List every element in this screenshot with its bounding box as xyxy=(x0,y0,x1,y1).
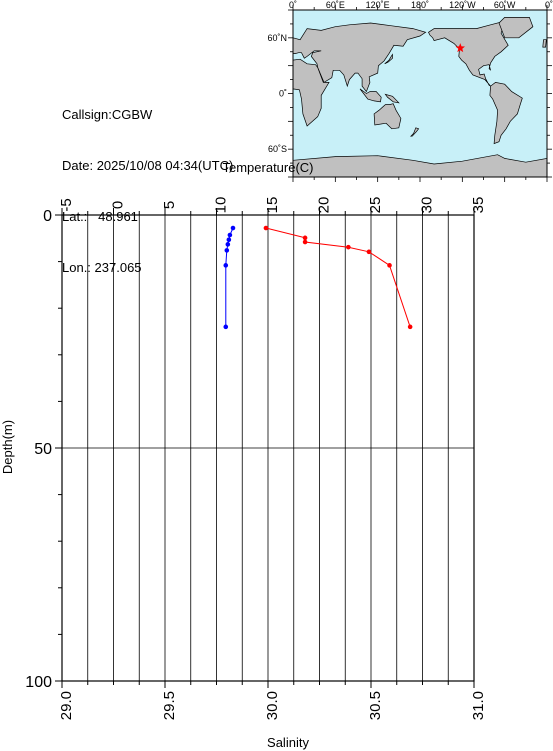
lon-line: Lon.: 237.065 xyxy=(62,259,233,276)
temperature-data-point xyxy=(227,232,233,238)
salinity-data-point xyxy=(263,225,269,231)
temperature-tick-label: 35 xyxy=(470,197,487,214)
profile-chart: -5 0 5 10 15 20 25 30 35 Temperature(C) 29.0 29.5 30… xyxy=(0,160,487,750)
date-line: Date: 2025/10/08 04:34(UTC) xyxy=(62,157,233,174)
salinity-data-point xyxy=(302,239,308,245)
map-lat-label: 60˚S xyxy=(268,144,287,154)
temperature-tick-label: 30 xyxy=(418,197,435,214)
map-lat-label: 60˚N xyxy=(267,33,287,43)
map-land-new-zealand xyxy=(409,127,420,137)
map-land-japan xyxy=(384,53,393,65)
lat-line: Lat.: 48.961 xyxy=(62,208,233,225)
temperature-tick-label: 25 xyxy=(367,197,384,214)
map-land-europe-asia xyxy=(292,22,427,93)
temperature-tick-label: 20 xyxy=(315,197,332,214)
salinity-tick-label: 30.5 xyxy=(367,691,384,720)
depth-tick-label: 50 xyxy=(34,441,52,458)
depth-tick-label: 0 xyxy=(43,208,52,225)
map-lat-label: 0˚ xyxy=(279,89,287,99)
salinity-tick-label: 29.0 xyxy=(58,691,75,720)
date-label: Date: xyxy=(62,158,94,173)
callsign-line: Callsign:CGBW xyxy=(62,106,233,123)
salinity-data-point xyxy=(407,324,413,330)
temperature-data-point xyxy=(223,263,229,268)
station-info: Callsign:CGBW Date: 2025/10/08 04:34(UTC… xyxy=(62,72,233,293)
salinity-data-point xyxy=(302,235,308,241)
temperature-tick-label: -5 xyxy=(58,198,75,211)
map-land-indonesia xyxy=(359,88,382,103)
depth-tick-label: 100 xyxy=(25,674,52,691)
temperature-tick-label: 15 xyxy=(264,197,281,214)
lat-label: Lat.: xyxy=(62,209,88,224)
lon-value: 237.065 xyxy=(94,260,142,275)
temperature-data-point xyxy=(223,324,229,330)
salinity-data-point xyxy=(366,249,372,255)
map-lon-label: 60˚E xyxy=(326,0,345,10)
map-lon-label: 180˚ xyxy=(411,0,429,10)
temperature-data-point xyxy=(230,225,236,231)
map-land-greenland xyxy=(498,17,534,39)
temperature-data-point xyxy=(224,248,230,253)
salinity-tick-label: 30.0 xyxy=(264,691,281,720)
map-land-south-america xyxy=(489,82,523,145)
temperature-data-point xyxy=(226,237,232,242)
callsign-value: CGBW xyxy=(111,107,153,122)
map-lon-label: 120˚W xyxy=(449,0,476,10)
map-lon-label: 0˚ xyxy=(289,0,297,10)
callsign-label: Callsign: xyxy=(62,107,112,122)
temperature-tick-label: 10 xyxy=(212,197,229,214)
salinity-tick-label: 31.0 xyxy=(470,691,487,720)
map-land-australia xyxy=(373,103,402,130)
temperature-tick-label: 0 xyxy=(109,201,126,209)
map-lon-label: 0˚ xyxy=(545,0,553,10)
station-star-marker xyxy=(455,43,465,53)
salinity-tick-label: 29.5 xyxy=(161,691,178,720)
salinity-profile-line xyxy=(265,227,411,327)
temperature-tick-label: 5 xyxy=(161,201,178,209)
world-map: 0˚ 60˚E 120˚E 180˚ 120˚W 60˚W 0˚ 60˚N 0˚ 60˚S xyxy=(267,0,553,182)
lon-label: Lon.: xyxy=(62,260,91,275)
salinity-axis-label: Salinity xyxy=(267,735,309,750)
temperature-axis-label: Temperature(C) xyxy=(222,160,313,175)
date-value: 2025/10/08 04:34(UTC) xyxy=(96,158,234,173)
depth-axis-label: Depth(m) xyxy=(0,420,15,474)
lat-value: 48.961 xyxy=(98,209,138,224)
map-lon-label: 60˚W xyxy=(494,0,516,10)
map-land-africa xyxy=(292,58,330,127)
map-land-new-guinea xyxy=(384,93,400,104)
salinity-data-point xyxy=(387,263,392,268)
map-land-uk xyxy=(542,39,547,48)
map-lon-label: 120˚E xyxy=(366,0,390,10)
temperature-data-point xyxy=(225,242,231,247)
salinity-data-point xyxy=(346,244,351,250)
